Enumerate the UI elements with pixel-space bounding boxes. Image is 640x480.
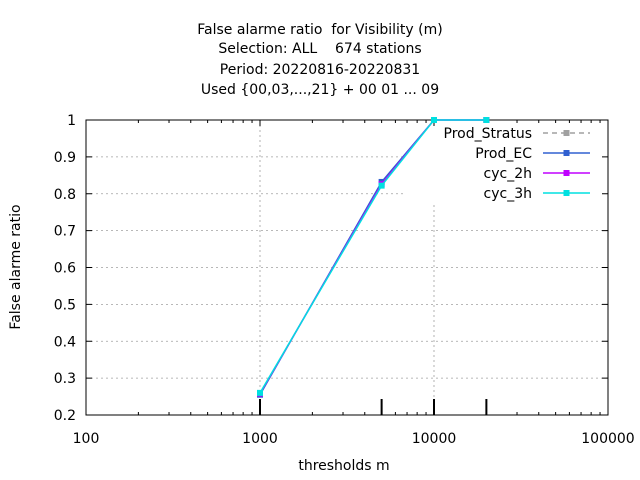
x-tick-label: 10000 [412,431,457,447]
grid-lines [86,120,608,415]
y-tick-label: 0.2 [54,408,76,424]
y-tick-label: 0.7 [54,224,76,240]
series-line-cyc_2h [259,119,487,394]
series-group [257,117,490,398]
data-point-cyc_3h [257,389,263,396]
series-line-cyc_3h [259,119,487,394]
legend-label-Prod_Stratus: Prod_Stratus [444,126,532,142]
legend-swatch-marker-cyc_2h [563,170,570,176]
legend-label-cyc_3h: cyc_3h [484,186,532,202]
y-tick-label: 1 [67,113,76,129]
axes: 0.2 0.3 0.4 0.5 0.6 0.7 0.8 0.9 1 100 1000 10000 100… [54,113,635,447]
title-line-3: Period: 20220816-20220831 [219,62,421,78]
y-axis-label: False alarme ratio [8,204,24,329]
x-tick-label: 100000 [581,431,634,447]
legend: Prod_Stratus Prod_EC cyc_2h cyc_3h [444,126,590,202]
x-tick-label: 100 [73,431,100,447]
x-tick-label: 1000 [242,431,278,447]
y-tick-label: 0.3 [54,371,76,387]
legend-swatch-marker-cyc_3h [563,190,570,196]
legend-swatch-marker-Prod_Stratus [563,130,570,136]
title-line-1: False alarme ratio for Visibility (m) [197,22,443,38]
data-point-cyc_3h [378,182,385,189]
series-line-Prod_EC [259,119,487,396]
title-line-4: Used {00,03,...,21} + 00 01 ... 09 [200,82,440,98]
legend-swatch-marker-Prod_EC [563,150,570,156]
legend-label-Prod_EC: Prod_EC [475,146,532,162]
y-tick-label: 0.8 [54,187,76,203]
y-tick-label: 0.6 [54,261,76,277]
y-tick-label: 0.9 [54,150,76,166]
data-point-cyc_3h [431,117,437,123]
y-tick-label: 0.4 [54,334,76,350]
x-axis-label: thresholds m [298,458,389,474]
plot-frame [85,119,609,416]
legend-label-cyc_2h: cyc_2h [484,166,532,182]
data-point-cyc_3h [483,117,490,123]
y-tick-label: 0.5 [54,297,76,313]
title-line-2: Selection: ALL 674 stations [218,41,422,57]
